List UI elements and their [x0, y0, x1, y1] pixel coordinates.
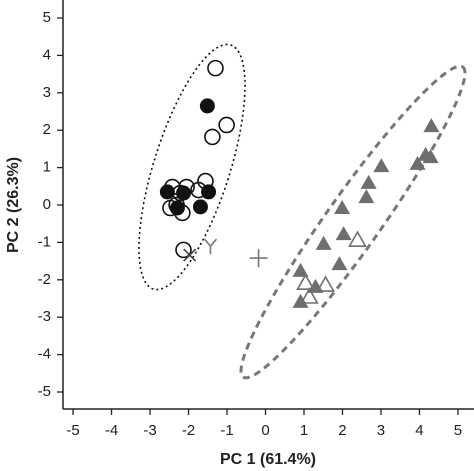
point	[201, 184, 217, 200]
y-tick-label: 1	[43, 159, 51, 176]
x-tick-label: -4	[105, 422, 118, 439]
point	[292, 262, 309, 277]
x-tick-label: -2	[182, 422, 195, 439]
y-tick-label: -4	[38, 346, 51, 363]
point	[169, 200, 185, 216]
point	[218, 116, 235, 134]
point	[316, 275, 335, 292]
point	[358, 189, 375, 204]
x-tick-label: 5	[454, 422, 462, 439]
cluster-ellipse	[239, 64, 467, 380]
point	[423, 118, 440, 133]
point	[334, 199, 351, 214]
y-tick-label: 2	[43, 121, 51, 138]
y-tick-label: 3	[43, 84, 51, 101]
y-tick-label: 5	[43, 9, 51, 26]
point	[192, 199, 208, 215]
x-tick-label: -5	[66, 422, 79, 439]
x-axis-title: PC 1 (61.4%)	[220, 451, 316, 468]
x-tick-label: 2	[338, 422, 346, 439]
y-tick-label: 4	[43, 46, 51, 63]
point	[199, 98, 215, 114]
y-tick-label: -1	[38, 233, 51, 250]
point	[159, 184, 175, 200]
point	[204, 128, 221, 146]
y-tick-label: -3	[38, 308, 51, 325]
y-tick-label: -5	[38, 383, 51, 400]
x-tick-label: 3	[377, 422, 385, 439]
point	[203, 238, 218, 255]
point	[331, 256, 348, 271]
x-tick-label: 4	[415, 422, 423, 439]
point	[183, 248, 197, 262]
point	[249, 249, 268, 268]
x-tick-label: 0	[261, 422, 269, 439]
point	[300, 287, 319, 304]
point	[373, 158, 390, 173]
x-tick-label: 1	[300, 422, 308, 439]
y-axis-title: PC 2 (26.3%)	[5, 157, 22, 253]
point	[417, 146, 434, 161]
point	[409, 155, 426, 170]
y-tick-label: -2	[38, 271, 51, 288]
x-tick-label: -1	[220, 422, 233, 439]
point	[315, 235, 332, 250]
point	[360, 174, 377, 189]
y-tick-label: 0	[43, 196, 51, 213]
point	[175, 241, 192, 259]
cluster-ellipse	[138, 43, 246, 291]
point	[207, 59, 224, 77]
point	[292, 293, 309, 308]
point	[335, 226, 352, 241]
point	[348, 230, 367, 247]
point	[296, 273, 315, 290]
x-tick-label: -3	[143, 422, 156, 439]
point	[176, 185, 192, 201]
